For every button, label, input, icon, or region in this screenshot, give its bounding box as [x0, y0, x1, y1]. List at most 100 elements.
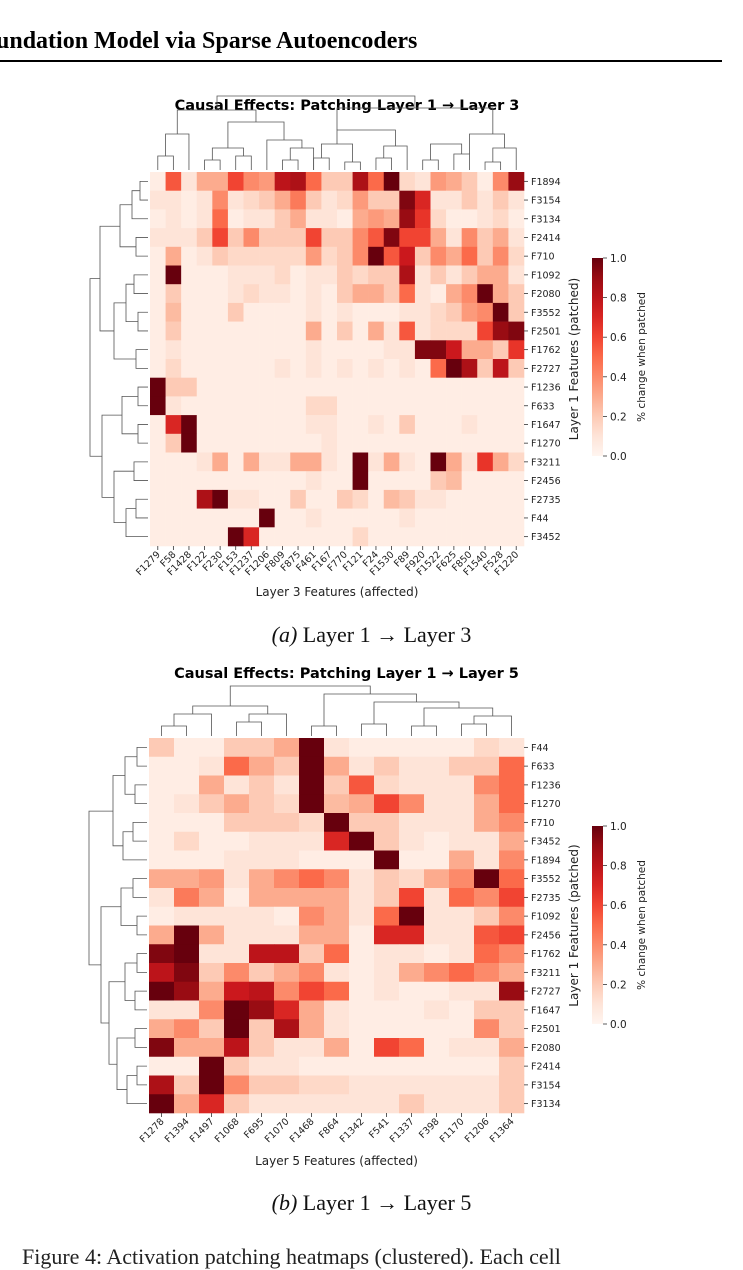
- heatmap-cell: [383, 302, 400, 322]
- heatmap-cell: [349, 1056, 375, 1076]
- heatmap-cell: [227, 471, 244, 491]
- heatmap-cell: [212, 396, 229, 416]
- heatmap-cell: [149, 963, 175, 983]
- heatmap-cell: [446, 377, 462, 397]
- heatmap-cell: [508, 396, 525, 416]
- heatmap-cell: [492, 302, 509, 322]
- heatmap-cell: [424, 813, 450, 833]
- heatmap-cell: [305, 172, 322, 191]
- heatmap-cell: [399, 452, 416, 472]
- heatmap-cell: [299, 1000, 325, 1020]
- heatmap-cell: [274, 925, 300, 945]
- heatmap-cell: [352, 265, 369, 285]
- heatmap-cell: [150, 302, 166, 322]
- heatmap-cell: [508, 321, 525, 341]
- heatmap-cell: [243, 415, 260, 435]
- heatmap-cell: [274, 831, 300, 851]
- x-tick-label: F1337: [388, 1116, 417, 1145]
- heatmap-cell: [337, 284, 353, 304]
- heatmap-cell: [150, 265, 166, 285]
- x-tick-label: F1394: [163, 1116, 192, 1145]
- heatmap-cell: [414, 302, 431, 322]
- heatmap-cell: [474, 1038, 500, 1058]
- heatmap-cell: [299, 831, 325, 851]
- heatmap-cell: [305, 246, 322, 266]
- heatmap-cell: [374, 869, 400, 889]
- colorbar-tick-label: 0.6: [610, 900, 627, 912]
- x-tick-label: F1278: [138, 1116, 167, 1145]
- heatmap-cell: [165, 302, 182, 322]
- heatmap-cell: [224, 963, 250, 983]
- heatmap-cell: [430, 359, 447, 378]
- heatmap-cell: [305, 209, 322, 229]
- caption-b: (b) Layer 1 → Layer 5: [0, 1190, 743, 1216]
- heatmap-cell: [508, 172, 525, 191]
- heatmap-cell: [414, 489, 431, 509]
- heatmap-cell: [249, 1000, 275, 1020]
- heatmap-cell: [290, 284, 307, 304]
- heatmap-cell: [449, 925, 475, 945]
- heatmap-cell: [368, 415, 385, 435]
- heatmap-cell: [196, 284, 213, 304]
- dendrogram-branch: [125, 508, 148, 538]
- heatmap-cell: [299, 850, 325, 870]
- heatmap-cell: [165, 527, 182, 547]
- heatmap-cell: [324, 850, 350, 870]
- heatmap-cell: [290, 527, 307, 547]
- heatmap-cell: [224, 981, 250, 1001]
- heatmap-cell: [150, 321, 166, 341]
- heatmap-cell: [274, 981, 300, 1001]
- heatmap-cell: [259, 527, 275, 547]
- heatmap-cell: [243, 190, 260, 210]
- heatmap-cell: [374, 775, 400, 795]
- heatmap-cell: [274, 1000, 300, 1020]
- y-tick-label: F2414: [531, 1062, 561, 1073]
- heatmap-cell: [383, 190, 400, 210]
- heatmap-cell: [461, 527, 478, 547]
- heatmap-cell: [374, 831, 400, 851]
- heatmap-cell: [399, 756, 425, 776]
- heatmap-cell: [150, 508, 166, 528]
- heatmap-cell: [274, 377, 291, 397]
- dendrogram-branch: [113, 470, 134, 524]
- heatmap-cell: [321, 359, 338, 378]
- heatmap-cell: [474, 963, 500, 983]
- heatmap-cell: [374, 1019, 400, 1039]
- heatmap-cell: [321, 377, 338, 397]
- dendrogram-branch: [120, 887, 137, 926]
- dendrogram-branch: [121, 396, 138, 435]
- heatmap-cell: [212, 489, 229, 509]
- heatmap-cell: [368, 508, 385, 528]
- heatmap-cell: [399, 228, 416, 248]
- dendrogram-branch: [266, 139, 303, 170]
- heatmap-cell: [383, 452, 400, 472]
- heatmap-cell: [424, 981, 450, 1001]
- heatmap-cell: [227, 359, 244, 378]
- heatmap-cell: [321, 265, 338, 285]
- heatmap-cell: [290, 246, 307, 266]
- dendrogram-branch: [211, 147, 244, 160]
- heatmap-cell: [399, 433, 416, 453]
- heatmap-cell: [424, 850, 450, 870]
- x-tick-label: F1170: [438, 1116, 467, 1145]
- heatmap-cell: [305, 302, 322, 322]
- heatmap-cell: [368, 284, 385, 304]
- heatmap-cell: [449, 1038, 475, 1058]
- figure-caption-text: Figure 4: Activation patching heatmaps (…: [22, 1244, 561, 1269]
- heatmap-cell: [424, 888, 450, 908]
- heatmap-cell: [181, 265, 198, 285]
- x-tick-label: F1070: [263, 1116, 292, 1145]
- heatmap-cell: [383, 265, 400, 285]
- heatmap-cell: [299, 869, 325, 889]
- heatmap-cell: [243, 471, 260, 491]
- heatmap-cell: [499, 963, 525, 983]
- heatmap-cell: [243, 489, 260, 509]
- heatmap-cell: [181, 415, 198, 435]
- heatmap-cell: [368, 527, 385, 547]
- heatmap-cell: [383, 359, 400, 378]
- heatmap-cell: [424, 831, 450, 851]
- heatmap-cell: [196, 452, 213, 472]
- heatmap-cell: [305, 471, 322, 491]
- heatmap-cell: [492, 228, 509, 248]
- heatmap-cell: [243, 359, 260, 378]
